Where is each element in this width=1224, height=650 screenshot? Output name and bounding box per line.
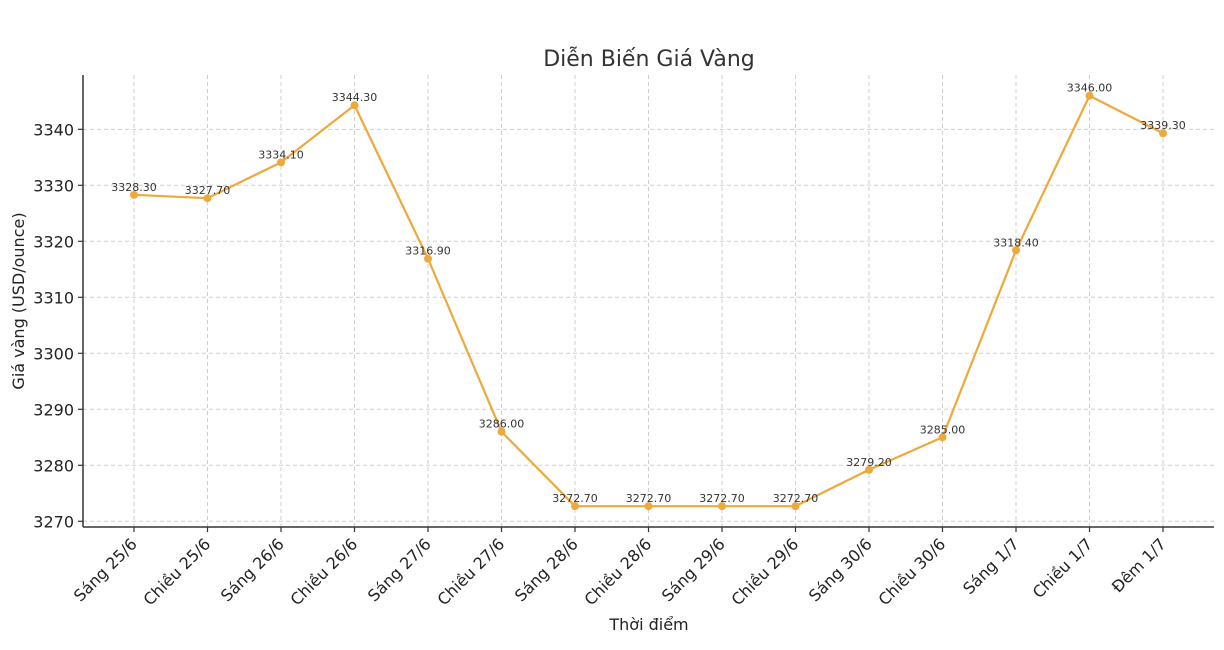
x-tick-label: Chiều 27/6: [434, 534, 509, 609]
data-label: 3339.30: [1140, 119, 1186, 132]
y-axis-ticks: 3270 3280 3290 3300 3310 3320 3330 3340: [33, 120, 83, 531]
data-point: [791, 502, 800, 511]
x-tick-label: Chiều 30/6: [875, 534, 950, 609]
x-tick-label: Chiều 26/6: [287, 534, 362, 609]
chart-title: Diễn Biến Giá Vàng: [543, 46, 755, 72]
data-label: 3318.40: [993, 236, 1039, 249]
x-axis-title: Thời điểm: [608, 615, 688, 634]
x-tick-label: Chiều 1/7: [1029, 534, 1097, 602]
x-tick-label: Sáng 29/6: [658, 534, 729, 605]
data-label: 3272.70: [699, 492, 745, 505]
data-label: 3328.30: [111, 181, 157, 194]
data-label: 3334.10: [258, 148, 304, 161]
x-tick-label: Sáng 1/7: [959, 534, 1023, 598]
x-tick-label: Sáng 28/6: [511, 534, 582, 605]
x-tick-label: Đêm 1/7: [1108, 534, 1170, 596]
y-tick-label: 3290: [33, 400, 74, 419]
data-point: [718, 502, 726, 511]
y-tick-label: 3340: [33, 120, 74, 139]
data-point: [203, 194, 212, 203]
grid: [83, 75, 1214, 527]
data-label: 3272.70: [626, 492, 672, 505]
data-point: [497, 427, 506, 436]
y-tick-label: 3330: [33, 176, 74, 195]
y-tick-label: 3280: [33, 456, 74, 475]
data-label: 3279.20: [846, 456, 892, 469]
data-point: [571, 502, 579, 511]
y-tick-label: 3320: [33, 232, 74, 251]
data-point: [1085, 91, 1094, 100]
data-point: [277, 158, 285, 167]
y-tick-label: 3300: [33, 344, 74, 363]
data-point: [865, 465, 873, 474]
data-point: [130, 190, 138, 199]
price-markers: [130, 91, 1167, 511]
data-point: [350, 101, 359, 110]
y-tick-label: 3270: [33, 512, 74, 531]
y-axis-title: Giá vàng (USD/ounce): [9, 212, 28, 389]
data-label: 3346.00: [1067, 82, 1113, 95]
x-tick-label: Chiều 29/6: [728, 534, 803, 609]
x-tick-label: Chiều 28/6: [581, 534, 656, 609]
data-labels: 3328.30 3327.70 3334.10 3344.30 3316.90 3286.…: [111, 82, 1186, 505]
data-label: 3327.70: [185, 184, 231, 197]
data-label: 3286.00: [479, 418, 525, 431]
x-tick-label: Sáng 27/6: [364, 534, 435, 605]
data-point: [1012, 246, 1020, 255]
data-point: [424, 254, 432, 263]
data-point: [938, 433, 947, 442]
x-tick-label: Sáng 25/6: [70, 534, 141, 605]
x-tick-label: Chiều 25/6: [140, 534, 215, 609]
x-tick-label: Sáng 26/6: [217, 534, 288, 605]
data-label: 3316.90: [405, 245, 451, 258]
data-label: 3344.30: [332, 91, 378, 104]
data-label: 3285.00: [920, 423, 966, 436]
data-point: [644, 502, 653, 511]
y-tick-label: 3310: [33, 288, 74, 307]
data-point: [1159, 129, 1167, 138]
data-label: 3272.70: [773, 492, 819, 505]
x-tick-label: Sáng 30/6: [805, 534, 876, 605]
data-label: 3272.70: [552, 492, 598, 505]
